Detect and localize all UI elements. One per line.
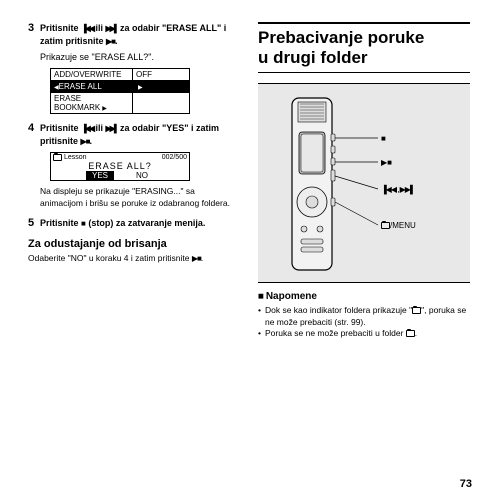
right-column: Prebacivanje poruke u drugi folder (258, 22, 470, 340)
section-title: Prebacivanje poruke u drugi folder (258, 22, 470, 73)
seek-fwd-icon: ▶▶▌ (106, 24, 118, 33)
folder-icon (53, 154, 62, 161)
label-playstop: ▶■ (381, 158, 392, 167)
folder-icon (381, 222, 390, 229)
notes-heading: Napomene (258, 291, 470, 302)
step3-instruction: Pritisnite ▐◀◀ ili ▶▶▌ za odabir "ERASE … (40, 22, 240, 48)
play-stop-icon: ▶■ (81, 137, 90, 146)
label-seek: ▐◀◀ , ▶▶▌ (381, 185, 415, 194)
left-column: 3 Pritisnite ▐◀◀ ili ▶▶▌ za odabir "ERAS… (28, 22, 240, 340)
lcd-row1-right: OFF (133, 69, 189, 80)
cancel-section: Za odustajanje od brisanja Odaberite "NO… (28, 238, 240, 265)
step5-instruction: Pritisnite ■ (stop) za zatvaranje menija… (40, 217, 240, 230)
folder-icon (406, 330, 415, 337)
lcd-count: 002/500 (162, 154, 187, 161)
lcd-row3-right (133, 93, 189, 113)
seek-fwd-icon: ▶▶▌ (106, 124, 118, 133)
step-5: 5 Pritisnite ■ (stop) za zatvaranje meni… (28, 217, 240, 230)
lcd-row3-left: ERASE BOOKMARK (51, 93, 133, 113)
step3-sub: Prikazuje se "ERASE ALL?". (40, 51, 240, 63)
lcd-confirm: Lesson 002/500 ERASE ALL? YES NO (50, 152, 190, 181)
play-stop-icon: ▶■ (192, 254, 201, 263)
note-1: Dok se kao indikator foldera prikazuje "… (258, 305, 470, 328)
leader-lines (258, 84, 470, 284)
step4-note: Na displeju se prikazuje "ERASING..." sa… (40, 186, 240, 209)
label-folder-menu: /MENU (381, 221, 416, 230)
lcd-row2-left: ERASE ALL (51, 81, 133, 92)
label-stop: ■ (381, 134, 386, 143)
play-stop-icon: ▶■ (106, 37, 115, 46)
step-3: 3 Pritisnite ▐◀◀ ili ▶▶▌ za odabir "ERAS… (28, 22, 240, 114)
step-4: 4 Pritisnite ▐◀◀ ili ▶▶▌ za odabir "YES"… (28, 122, 240, 210)
lcd-erase-menu: ADD/OVERWRITE OFF ERASE ALL ERASE BOOKMA… (50, 68, 190, 114)
note-2: Poruka se ne može prebaciti u folder . (258, 328, 470, 339)
lcd-folder-name: Lesson (64, 154, 87, 161)
step-number: 4 (28, 122, 40, 148)
lcd-yes: YES (86, 171, 114, 180)
page-number: 73 (460, 478, 472, 490)
folder-icon (412, 307, 421, 314)
cancel-heading: Za odustajanje od brisanja (28, 238, 240, 250)
device-illustration: ■ ▶■ ▐◀◀ , ▶▶▌ /MENU (258, 83, 470, 283)
step-number: 5 (28, 217, 40, 230)
lcd-row1-left: ADD/OVERWRITE (51, 69, 133, 80)
seek-back-icon: ▐◀◀ (81, 24, 93, 33)
lcd-row2-right (133, 81, 189, 92)
lcd-question: ERASE ALL? (53, 161, 187, 171)
seek-back-icon: ▐◀◀ (81, 124, 93, 133)
step-number: 3 (28, 22, 40, 63)
lcd-no: NO (130, 171, 154, 180)
cancel-text: Odaberite "NO" u koraku 4 i zatim pritis… (28, 253, 240, 265)
step4-instruction: Pritisnite ▐◀◀ ili ▶▶▌ za odabir "YES" i… (40, 122, 240, 148)
